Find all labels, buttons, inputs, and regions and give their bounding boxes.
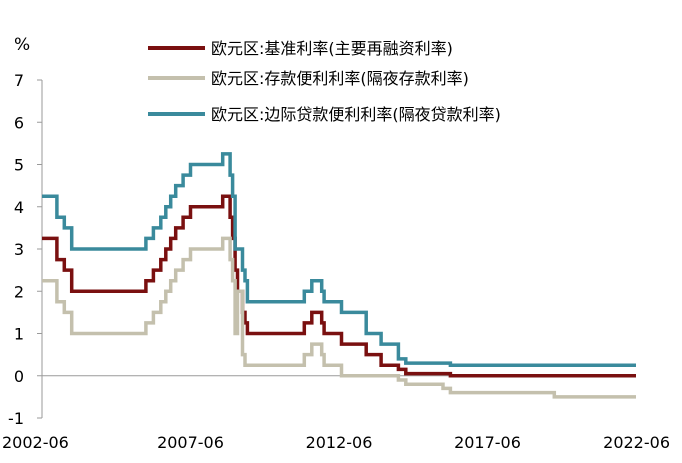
x-tick-label: 2012-06 xyxy=(306,433,373,452)
legend: 欧元区:基准利率(主要再融资利率) 欧元区:存款便利利率(隔夜存款利率) 欧元区:边… xyxy=(148,39,501,124)
y-tick-label: 6 xyxy=(14,113,24,132)
axes: -1 0 1 2 3 4 5 6 7 2002-06 2007-06 2012-06 2017-06 20… xyxy=(2,71,670,452)
x-tick-label: 2002-06 xyxy=(2,433,69,452)
legend-label-1: 欧元区:基准利率(主要再融资利率) xyxy=(211,39,453,58)
series-line-2 xyxy=(42,236,636,399)
y-tick-label: 2 xyxy=(14,282,24,301)
y-tick-label: 5 xyxy=(14,156,24,175)
y-tick-label: 1 xyxy=(14,325,24,344)
y-tick-label: 3 xyxy=(14,240,24,259)
x-tick-label: 2017-06 xyxy=(454,433,521,452)
x-tick-label: 2007-06 xyxy=(157,433,224,452)
series-line-3 xyxy=(42,152,636,367)
y-tick-label: -1 xyxy=(8,409,24,428)
y-tick-label: 4 xyxy=(14,198,24,217)
y-tick-label: 7 xyxy=(14,71,24,90)
series-lines xyxy=(42,152,636,399)
y-tick-label: 0 xyxy=(14,367,24,386)
series-line-1 xyxy=(42,194,636,378)
legend-label-3: 欧元区:边际贷款便利利率(隔夜贷款利率) xyxy=(211,105,501,124)
x-tick-label: 2022-06 xyxy=(603,433,670,452)
legend-label-2: 欧元区:存款便利利率(隔夜存款利率) xyxy=(211,69,469,88)
y-axis-unit-label: % xyxy=(14,35,30,55)
